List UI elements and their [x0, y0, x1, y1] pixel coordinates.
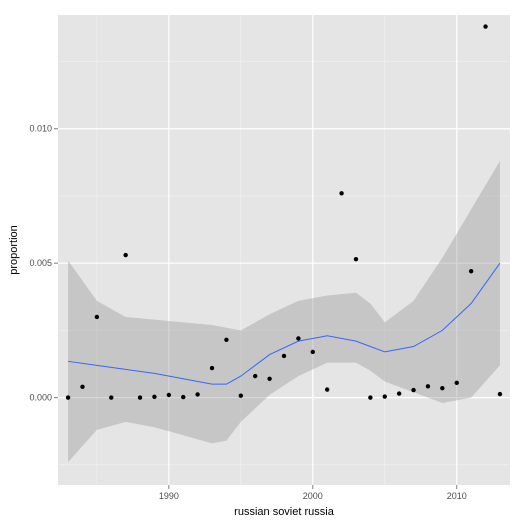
data-point	[109, 395, 114, 400]
data-point	[209, 365, 215, 371]
y-tick-label: 0.000	[29, 393, 52, 403]
y-axis: 0.000 0.005 0.010	[29, 124, 58, 403]
data-point	[224, 337, 229, 343]
minor-gridlines	[58, 15, 510, 485]
data-point	[238, 393, 244, 398]
data-point	[425, 384, 431, 389]
confidence-ribbon	[68, 161, 500, 463]
y-axis-title: proportion	[8, 225, 20, 275]
data-point	[181, 394, 186, 400]
x-tick-label: 2010	[447, 491, 467, 501]
data-point	[94, 314, 100, 320]
data-point	[324, 387, 330, 392]
data-point	[80, 384, 85, 390]
data-point	[137, 395, 143, 400]
data-point	[396, 391, 402, 396]
plot-panel	[58, 15, 510, 485]
data-point	[368, 395, 373, 400]
data-point	[353, 256, 359, 262]
data-point	[339, 191, 344, 196]
data-point	[296, 336, 301, 341]
y-tick-label: 0.010	[29, 124, 52, 134]
data-point	[468, 269, 474, 274]
data-point	[440, 386, 445, 391]
x-tick-label: 2000	[303, 491, 323, 501]
data-point	[454, 380, 459, 386]
data-point	[483, 24, 488, 29]
y-tick-label: 0.005	[29, 258, 52, 268]
data-point	[411, 387, 416, 393]
data-point	[195, 392, 200, 397]
x-axis-title: russian soviet russia	[234, 506, 335, 518]
x-axis: 1990 2000 2010	[159, 485, 467, 501]
data-point	[123, 252, 128, 258]
data-point	[310, 349, 315, 355]
x-tick-label: 1990	[159, 491, 179, 501]
data-point	[382, 394, 387, 399]
smooth-line	[68, 262, 501, 385]
data-points	[65, 24, 503, 400]
major-gridlines	[58, 15, 510, 485]
data-point	[281, 353, 287, 359]
data-point	[497, 391, 503, 397]
data-point	[267, 376, 272, 381]
data-point	[65, 395, 71, 400]
data-point	[253, 373, 258, 379]
data-point	[152, 394, 157, 400]
data-point	[166, 392, 172, 398]
